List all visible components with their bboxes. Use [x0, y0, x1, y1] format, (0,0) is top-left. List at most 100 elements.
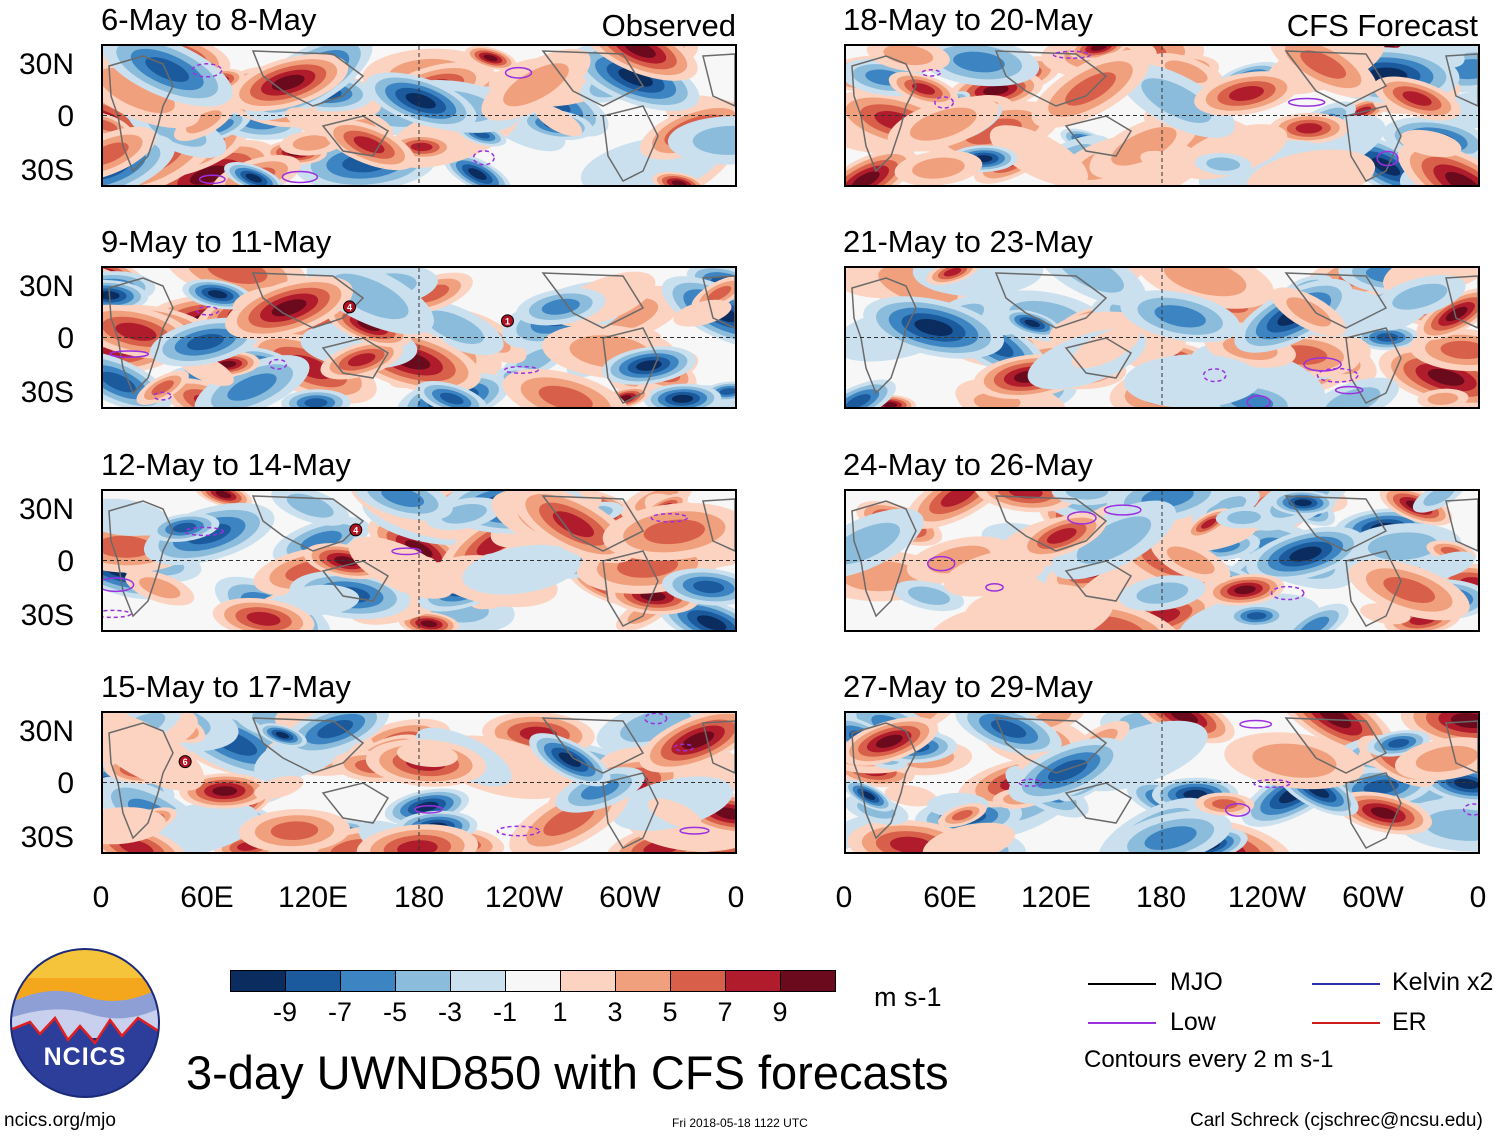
anomaly-contour: [911, 83, 936, 95]
low-contour: [1287, 97, 1326, 107]
anomaly-contour: [246, 611, 281, 626]
logo-text: NCICS: [43, 1043, 127, 1071]
low-contour: [281, 170, 319, 184]
low-contour: [921, 69, 941, 77]
coastline: [851, 722, 917, 840]
coastline: [1345, 772, 1402, 849]
storm-marker: 6: [178, 755, 192, 769]
colorbar-label: 1: [552, 997, 568, 1027]
coastline: [251, 717, 365, 774]
anomaly-contour: [671, 180, 687, 185]
anomaly-contour: [462, 544, 581, 595]
low-contour: [679, 826, 710, 835]
colorbar-label: -1: [492, 997, 517, 1027]
anomaly-contour: [1300, 616, 1330, 630]
anomaly-contour: [922, 822, 1015, 852]
colorbar-label: 3: [607, 997, 623, 1027]
lat-label-eq: 0: [57, 100, 74, 133]
lon-label-120w: 120W: [484, 881, 564, 914]
anomaly-contour: [207, 290, 228, 299]
low-contour: [268, 358, 288, 370]
anomaly-contour: [693, 580, 725, 594]
coastline: [1445, 53, 1478, 107]
legend-contour-note: Contours every 2 m s-1: [1084, 1046, 1334, 1073]
wind-anomaly-field: [846, 268, 1478, 407]
colorbar-swatch: [450, 970, 506, 992]
colorbar-label: -3: [437, 997, 462, 1027]
anomaly-contour: [692, 125, 735, 155]
low-contour: [103, 577, 135, 593]
low-contour: [1270, 585, 1305, 601]
anomaly-contour: [707, 285, 732, 302]
anomaly-contour: [405, 93, 436, 109]
lon-label-120w: 120W: [1227, 881, 1307, 914]
anomaly-contour: [1294, 499, 1312, 507]
lon-label-0: 0: [835, 881, 853, 914]
anomaly-contour: [286, 493, 334, 518]
anomaly-contour: [103, 371, 136, 393]
anomaly-contour: [119, 839, 154, 852]
anomaly-contour: [300, 530, 342, 552]
coastline: [702, 720, 735, 774]
anomaly-contour: [534, 104, 583, 137]
anomaly-contour: [1144, 826, 1197, 850]
colorbar-swatch: [395, 970, 451, 992]
anomaly-contour: [953, 51, 1005, 73]
anomaly-contour: [671, 394, 694, 403]
anomaly-contour: [889, 836, 933, 852]
anomaly-contour: [907, 586, 951, 605]
anomaly-contour: [1424, 809, 1478, 841]
coastline: [1284, 717, 1388, 774]
anomaly-contour: [1392, 283, 1448, 310]
lon-label-60w: 60W: [1342, 881, 1404, 914]
coastline: [851, 277, 917, 395]
legend-low-label: Low: [1170, 1008, 1216, 1036]
anomaly-contour: [1089, 616, 1146, 630]
anomaly-contour: [846, 815, 878, 852]
low-contour: [926, 555, 956, 572]
anomaly-contour: [1370, 807, 1398, 819]
anomaly-contour: [138, 577, 181, 599]
anomaly-contour: [990, 719, 1027, 738]
low-contour: [1239, 719, 1273, 729]
legend-er-line: [1312, 1022, 1380, 1024]
legend-mjo-label: MJO: [1170, 968, 1223, 996]
lon-label-180: 180: [393, 881, 445, 914]
colorbar-swatch: [505, 970, 561, 992]
coastline: [541, 50, 645, 107]
anomaly-contour: [215, 491, 232, 499]
coastline: [1345, 327, 1402, 404]
lat-label-30n: 30N: [18, 48, 74, 81]
anomaly-contour: [719, 388, 735, 395]
coastline: [1445, 498, 1478, 552]
anomaly-contour: [1427, 392, 1459, 405]
footer-timestamp: Fri 2018-05-18 1122 UTC: [672, 1116, 808, 1130]
anomaly-contour: [413, 284, 450, 303]
anomaly-contour: [1154, 305, 1206, 328]
coastline: [1064, 782, 1133, 824]
anomaly-contour: [483, 54, 498, 62]
anomaly-contour: [852, 171, 880, 185]
anomaly-contour: [270, 821, 319, 841]
footer-url: ncics.org/mjo: [4, 1110, 116, 1131]
anomaly-contour: [1163, 268, 1247, 297]
anomaly-contour: [1324, 387, 1381, 407]
anomaly-contour: [1445, 171, 1478, 185]
colorbar-label: -7: [327, 997, 352, 1027]
panel-title-right-2: 21-May to 23-May: [843, 224, 1093, 259]
anomaly-contour: [964, 583, 1109, 630]
panel-tag-observed: Observed: [601, 8, 736, 43]
anomaly-contour: [103, 67, 175, 114]
anomaly-contour: [103, 142, 129, 166]
ncics-logo: NCICS: [10, 948, 160, 1098]
low-contour: [1067, 511, 1097, 525]
coastline: [251, 272, 365, 329]
anomaly-contour: [1076, 516, 1152, 564]
anomaly-contour: [254, 775, 304, 800]
anomaly-contour: [552, 511, 595, 538]
lon-label-120e: 120E: [1020, 881, 1092, 914]
figure-title: 3-day UWND850 with CFS forecasts: [186, 1046, 949, 1099]
storm-marker: 4: [342, 300, 356, 314]
low-contour: [1018, 778, 1043, 787]
anomaly-contour: [643, 519, 705, 545]
